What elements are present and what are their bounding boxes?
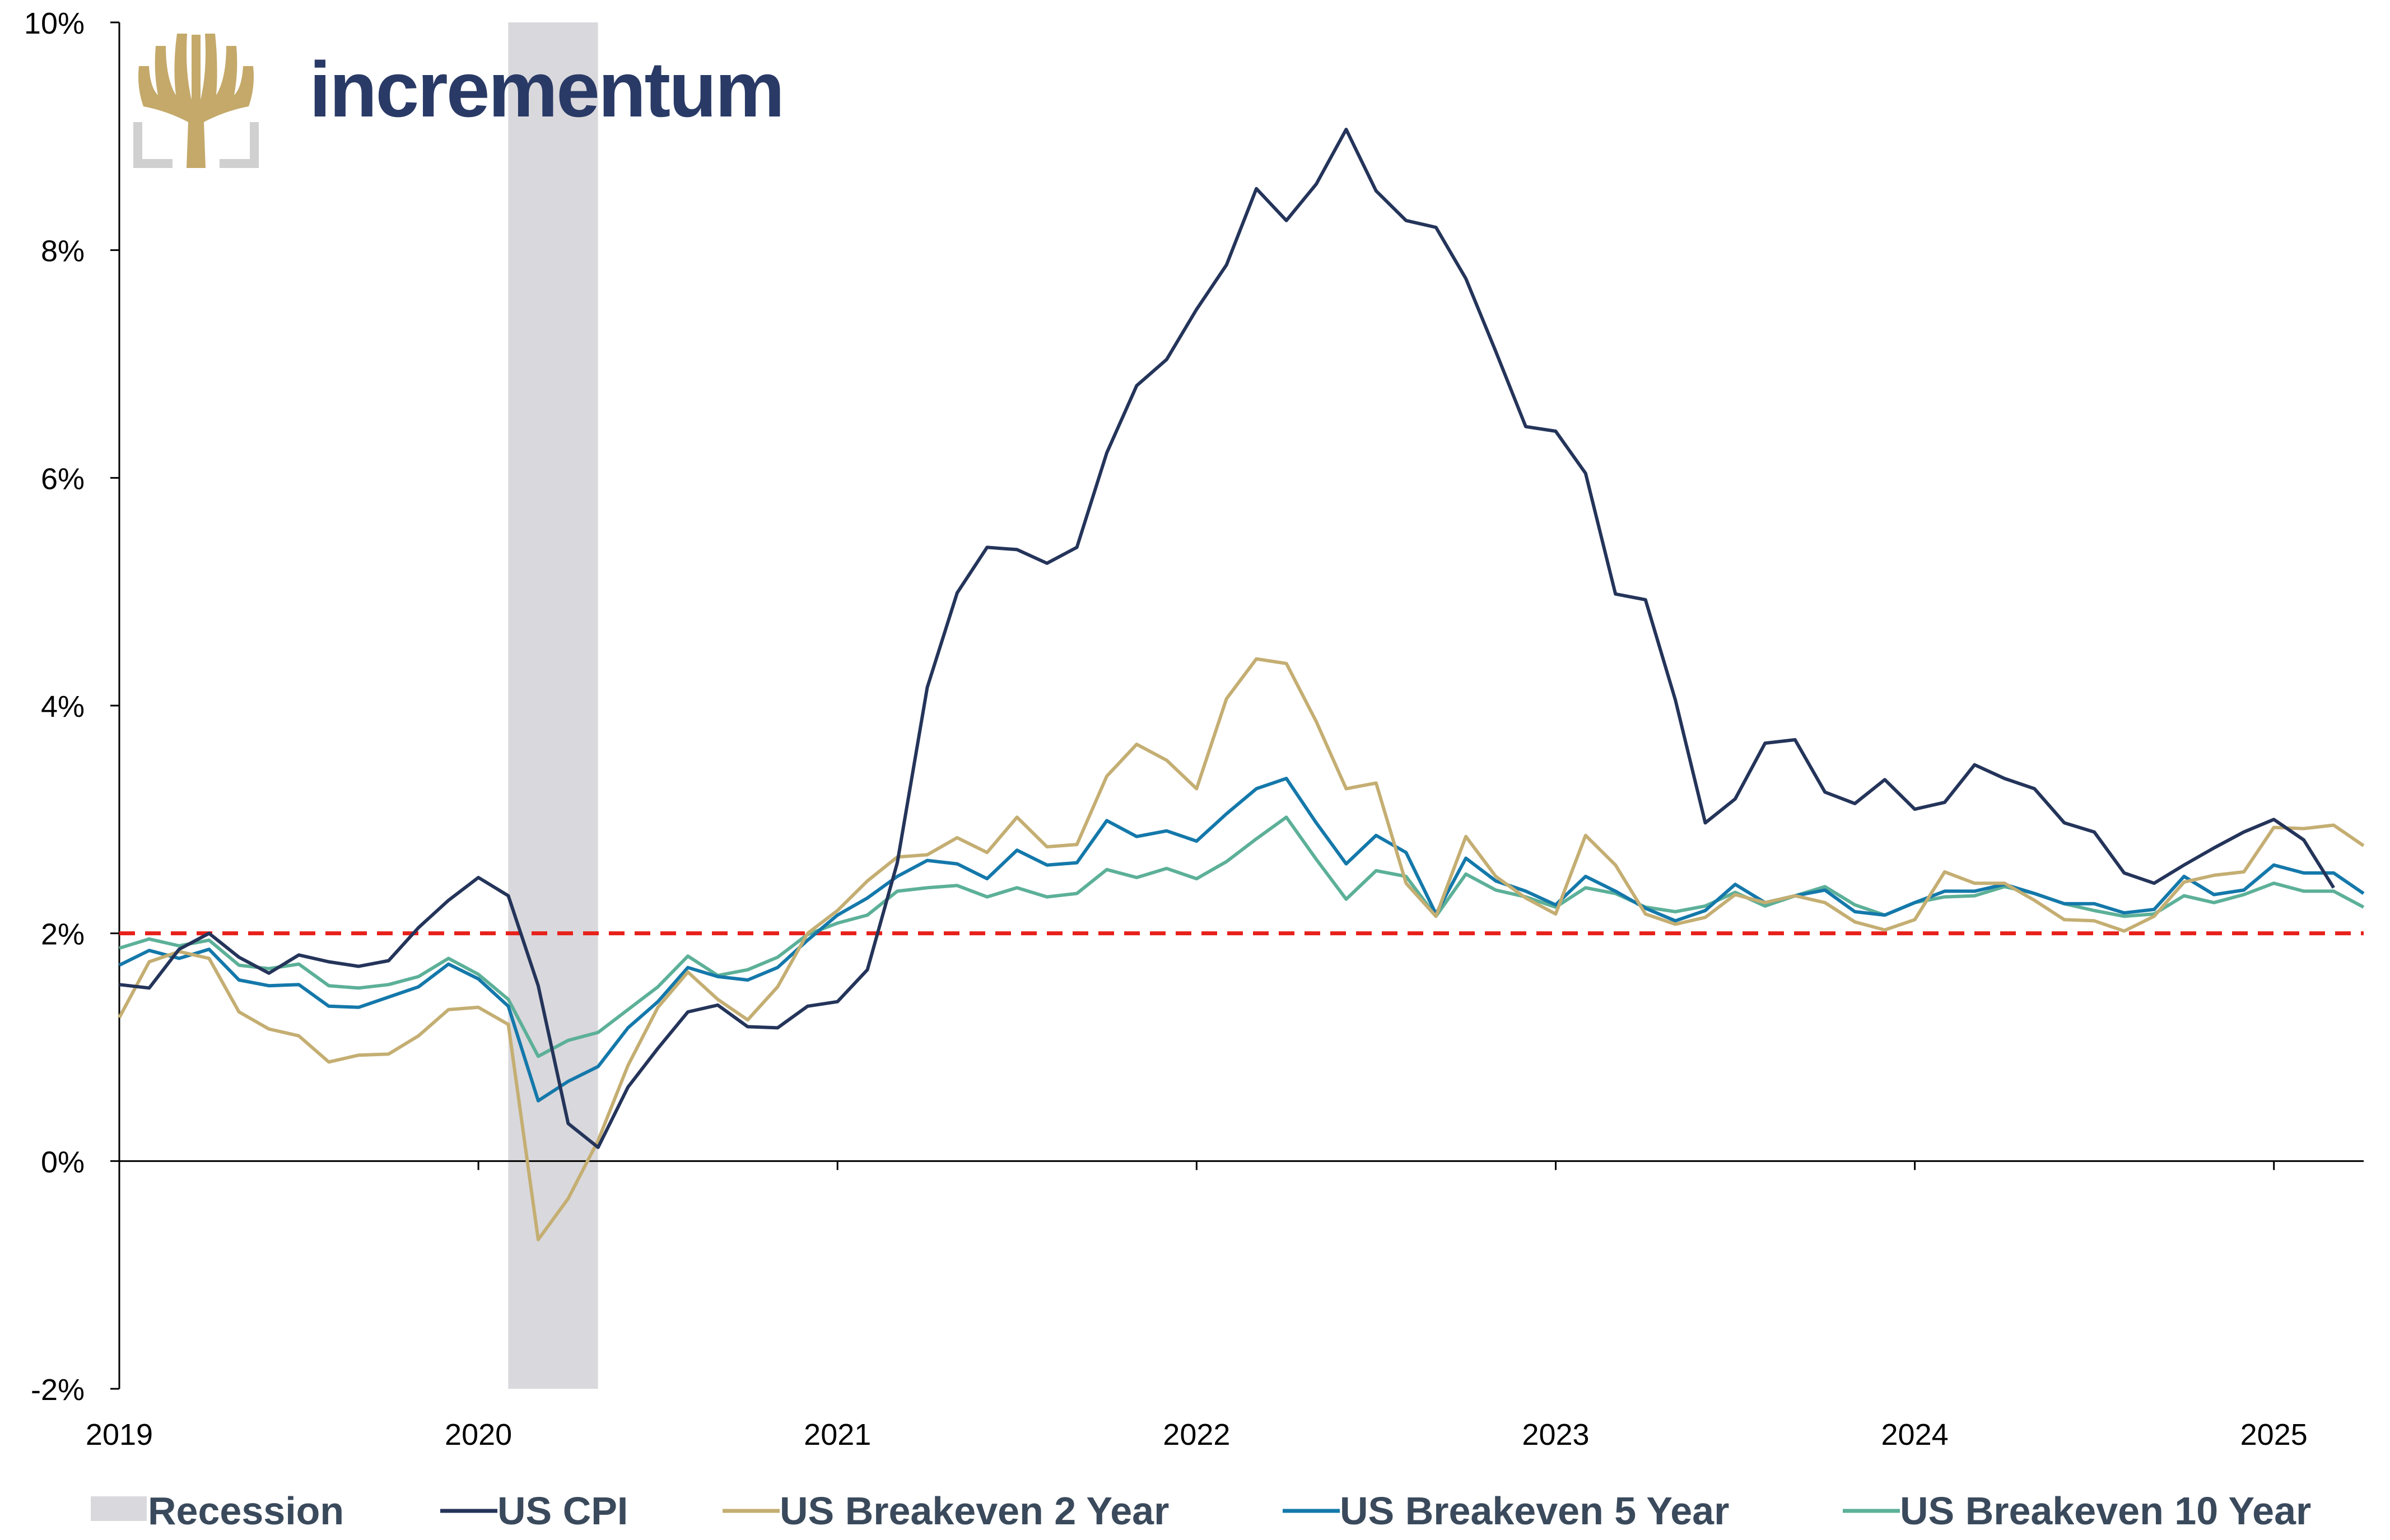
y-tick-label: 4%: [41, 690, 85, 724]
legend: Recession US CPI US Breakeven 2 Year US Bre…: [91, 1489, 2311, 1533]
x-tick-label: 2020: [445, 1418, 512, 1452]
x-tick-label: 2021: [804, 1418, 871, 1452]
x-tick-label: 2022: [1163, 1418, 1230, 1452]
y-tick-label: 10%: [24, 7, 85, 40]
tick-labels: -2% 0% 2% 4% 6% 8% 10% 2019 2020 2021 2022 2023 2024…: [24, 7, 2308, 1452]
legend-label: US CPI: [497, 1489, 628, 1533]
series-layer: [118, 128, 2365, 1242]
y-tick-label: -2%: [31, 1373, 85, 1407]
legend-label: US Breakeven 2 Year: [780, 1489, 1169, 1533]
x-tick-label: 2019: [86, 1418, 153, 1452]
y-tick-label: 0%: [41, 1145, 85, 1179]
legend-item-us-breakeven-2-year: US Breakeven 2 Year: [723, 1489, 1169, 1533]
y-tick-label: 6%: [41, 462, 85, 496]
legend-label: Recession: [148, 1489, 344, 1533]
legend-label: US Breakeven 5 Year: [1340, 1489, 1729, 1533]
logo-text: incrementum: [309, 45, 783, 133]
recession-band: [508, 22, 598, 1389]
series-line-us-cpi: [119, 128, 2335, 1149]
legend-item-recession: Recession: [91, 1489, 344, 1533]
logo: incrementum: [133, 34, 785, 168]
x-tick-label: 2024: [1881, 1418, 1949, 1452]
y-tick-label: 8%: [41, 235, 85, 268]
legend-swatch: [91, 1496, 147, 1521]
legend-label: US Breakeven 10 Year: [1900, 1489, 2311, 1533]
legend-item-us-breakeven-10-year: US Breakeven 10 Year: [1843, 1489, 2311, 1533]
recession-band-layer: [508, 22, 598, 1389]
series-line-us-breakeven-2-year: [118, 657, 2365, 1242]
legend-item-us-breakeven-5-year: US Breakeven 5 Year: [1283, 1489, 1729, 1533]
series-line-us-breakeven-5-year: [118, 777, 2365, 1103]
tree-icon: [133, 34, 259, 168]
series-line-us-breakeven-10-year: [119, 815, 2365, 1058]
x-tick-label: 2023: [1522, 1418, 1589, 1452]
legend-item-us-cpi: US CPI: [440, 1489, 628, 1533]
x-tick-label: 2025: [2240, 1418, 2308, 1452]
y-tick-label: 2%: [41, 918, 85, 951]
axes: [110, 21, 2364, 1390]
